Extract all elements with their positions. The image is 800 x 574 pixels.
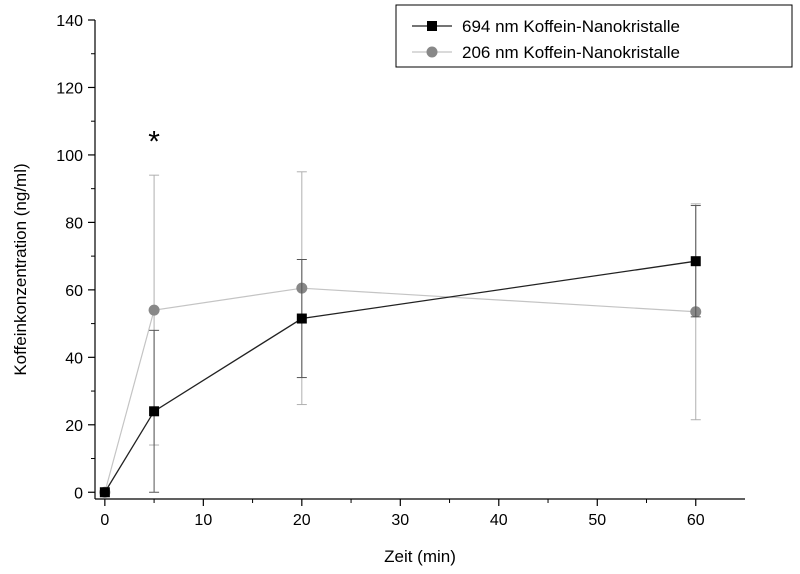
legend-entry: 694 nm Koffein-Nanokristalle bbox=[412, 17, 680, 36]
significance-marker: * bbox=[148, 125, 160, 158]
x-tick-label: 10 bbox=[194, 512, 212, 529]
legend-label: 206 nm Koffein-Nanokristalle bbox=[462, 43, 680, 62]
data-point bbox=[149, 406, 160, 417]
axes bbox=[94, 20, 745, 500]
series bbox=[99, 171, 702, 498]
x-tick-label: 30 bbox=[391, 512, 409, 529]
series-line bbox=[104, 260, 696, 493]
x-axis-title: Zeit (min) bbox=[384, 547, 456, 566]
series-line bbox=[104, 287, 696, 493]
data-point bbox=[426, 46, 438, 58]
legend-label: 694 nm Koffein-Nanokristalle bbox=[462, 17, 680, 36]
legend-entry: 206 nm Koffein-Nanokristalle bbox=[412, 43, 680, 62]
data-point bbox=[148, 304, 160, 316]
y-tick-label: 40 bbox=[65, 350, 83, 367]
legend-box bbox=[395, 4, 793, 68]
data-point bbox=[427, 21, 437, 31]
data-point bbox=[296, 313, 307, 324]
legend-marker bbox=[427, 21, 437, 31]
x-ticks: 0 10 20 30 40 50 60 bbox=[100, 499, 705, 529]
x-tick-label: 40 bbox=[490, 512, 508, 529]
x-tick-label: 0 bbox=[100, 512, 109, 529]
series bbox=[99, 205, 701, 498]
y-tick-label: 120 bbox=[56, 80, 83, 97]
y-axis-title: Koffeinkonzentration (ng/ml) bbox=[11, 163, 30, 375]
y-tick-label: 20 bbox=[65, 418, 83, 435]
data-point bbox=[690, 256, 701, 267]
legend-marker bbox=[426, 46, 438, 58]
x-tick-label: 60 bbox=[687, 512, 705, 529]
y-tick-label: 60 bbox=[65, 283, 83, 300]
y-ticks: 0 20 40 60 80 100 120 140 bbox=[56, 13, 95, 502]
annotations: * bbox=[148, 125, 160, 158]
series-layer bbox=[99, 171, 702, 498]
x-tick-label: 50 bbox=[588, 512, 606, 529]
x-tick-label: 20 bbox=[293, 512, 311, 529]
data-point bbox=[99, 487, 110, 498]
y-tick-label: 140 bbox=[56, 13, 83, 30]
y-tick-label: 80 bbox=[65, 215, 83, 232]
legend: 694 nm Koffein-Nanokristalle 206 nm Koff… bbox=[395, 4, 793, 68]
y-tick-label: 100 bbox=[56, 148, 83, 165]
y-tick-label: 0 bbox=[74, 485, 83, 502]
